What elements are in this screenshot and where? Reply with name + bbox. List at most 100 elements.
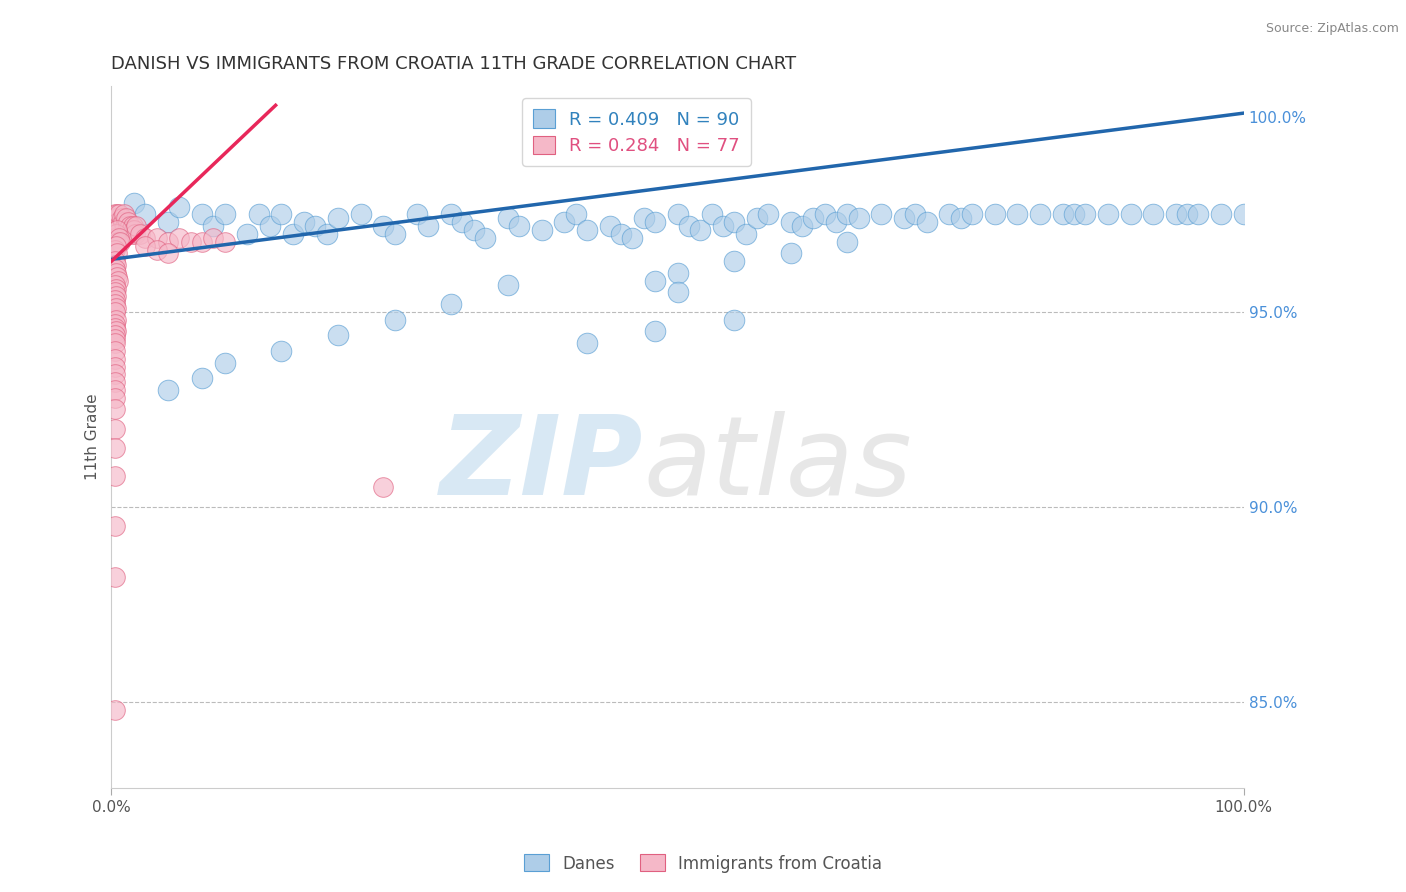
Point: [157, 215, 180, 229]
Point: [115, 211, 138, 226]
Point: [508, 219, 530, 234]
Point: [104, 285, 127, 300]
Point: [756, 207, 779, 221]
Point: [666, 266, 689, 280]
Point: [406, 207, 429, 221]
Point: [104, 301, 127, 315]
Point: [214, 235, 236, 249]
Point: [107, 235, 129, 249]
Point: [1164, 207, 1187, 221]
Point: [825, 215, 848, 229]
Point: [496, 277, 519, 292]
Point: [104, 282, 127, 296]
Point: [104, 293, 127, 308]
Point: [530, 223, 553, 237]
Point: [915, 215, 938, 229]
Y-axis label: 11th Grade: 11th Grade: [86, 393, 100, 480]
Point: [117, 215, 139, 229]
Point: [463, 223, 485, 237]
Point: [121, 227, 143, 241]
Point: [349, 207, 371, 221]
Point: [576, 223, 599, 237]
Point: [110, 219, 132, 234]
Point: [666, 207, 689, 221]
Point: [104, 570, 127, 584]
Point: [678, 219, 700, 234]
Point: [104, 368, 127, 382]
Point: [134, 238, 156, 252]
Point: [1007, 207, 1029, 221]
Point: [326, 211, 349, 226]
Point: [145, 243, 167, 257]
Point: [110, 235, 132, 249]
Point: [723, 313, 745, 327]
Point: [418, 219, 440, 234]
Point: [633, 211, 655, 226]
Point: [180, 235, 202, 249]
Text: ZIP: ZIP: [440, 411, 644, 518]
Point: [124, 227, 146, 241]
Point: [451, 215, 474, 229]
Point: [949, 211, 972, 226]
Point: [814, 207, 837, 221]
Point: [104, 289, 127, 303]
Point: [644, 274, 666, 288]
Point: [440, 297, 463, 311]
Point: [104, 391, 127, 405]
Point: [122, 223, 145, 237]
Point: [104, 519, 127, 533]
Point: [723, 254, 745, 268]
Text: atlas: atlas: [644, 411, 912, 518]
Point: [104, 313, 127, 327]
Point: [848, 211, 870, 226]
Point: [104, 402, 127, 417]
Point: [104, 207, 127, 221]
Point: [105, 207, 128, 221]
Point: [259, 219, 281, 234]
Point: [281, 227, 304, 241]
Point: [610, 227, 633, 241]
Point: [1187, 207, 1209, 221]
Point: [157, 383, 180, 397]
Point: [122, 195, 145, 210]
Point: [474, 231, 496, 245]
Point: [644, 325, 666, 339]
Point: [202, 231, 225, 245]
Point: [104, 227, 127, 241]
Point: [326, 328, 349, 343]
Point: [104, 325, 127, 339]
Point: [960, 207, 983, 221]
Point: [104, 243, 127, 257]
Point: [1052, 207, 1074, 221]
Point: [191, 371, 214, 385]
Point: [700, 207, 723, 221]
Point: [104, 359, 127, 374]
Point: [114, 219, 136, 234]
Point: [440, 207, 463, 221]
Point: [191, 207, 214, 221]
Point: [157, 235, 180, 249]
Point: [1029, 207, 1052, 221]
Point: [779, 246, 801, 260]
Point: [214, 356, 236, 370]
Point: [104, 422, 127, 436]
Point: [104, 320, 127, 334]
Point: [893, 211, 915, 226]
Point: [104, 258, 127, 272]
Point: [1175, 207, 1198, 221]
Point: [553, 215, 575, 229]
Point: [104, 317, 127, 331]
Point: [125, 219, 148, 234]
Point: [134, 231, 156, 245]
Point: [169, 231, 191, 245]
Point: [837, 235, 859, 249]
Point: [373, 219, 395, 234]
Point: [120, 223, 142, 237]
Point: [105, 269, 128, 284]
Point: [247, 207, 270, 221]
Point: [104, 328, 127, 343]
Point: [304, 219, 326, 234]
Point: [1074, 207, 1097, 221]
Point: [110, 211, 132, 226]
Point: [104, 262, 127, 277]
